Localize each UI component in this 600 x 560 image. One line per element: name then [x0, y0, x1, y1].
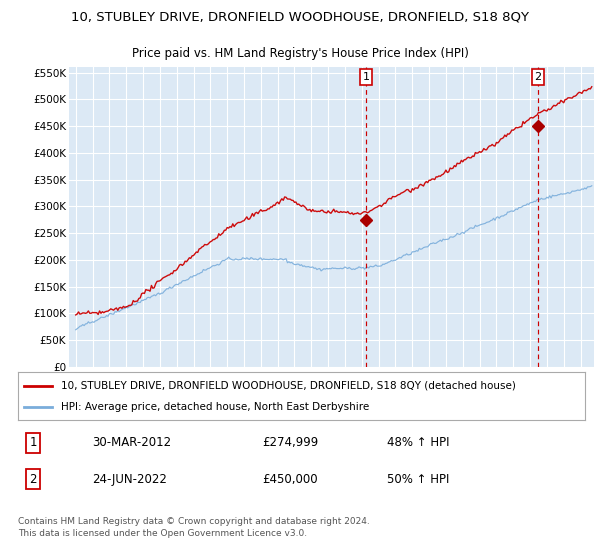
- Text: 2: 2: [535, 72, 542, 82]
- Text: 30-MAR-2012: 30-MAR-2012: [92, 436, 171, 450]
- Text: 1: 1: [362, 72, 370, 82]
- Text: Contains HM Land Registry data © Crown copyright and database right 2024.
This d: Contains HM Land Registry data © Crown c…: [18, 517, 370, 538]
- Text: 2: 2: [29, 473, 37, 486]
- Text: £450,000: £450,000: [262, 473, 317, 486]
- Text: HPI: Average price, detached house, North East Derbyshire: HPI: Average price, detached house, Nort…: [61, 402, 369, 412]
- Text: Price paid vs. HM Land Registry's House Price Index (HPI): Price paid vs. HM Land Registry's House …: [131, 47, 469, 60]
- Text: 50% ↑ HPI: 50% ↑ HPI: [386, 473, 449, 486]
- Text: 48% ↑ HPI: 48% ↑ HPI: [386, 436, 449, 450]
- Text: 10, STUBLEY DRIVE, DRONFIELD WOODHOUSE, DRONFIELD, S18 8QY (detached house): 10, STUBLEY DRIVE, DRONFIELD WOODHOUSE, …: [61, 381, 515, 391]
- Text: 10, STUBLEY DRIVE, DRONFIELD WOODHOUSE, DRONFIELD, S18 8QY: 10, STUBLEY DRIVE, DRONFIELD WOODHOUSE, …: [71, 10, 529, 23]
- Text: 24-JUN-2022: 24-JUN-2022: [92, 473, 167, 486]
- Text: 1: 1: [29, 436, 37, 450]
- Text: £274,999: £274,999: [262, 436, 318, 450]
